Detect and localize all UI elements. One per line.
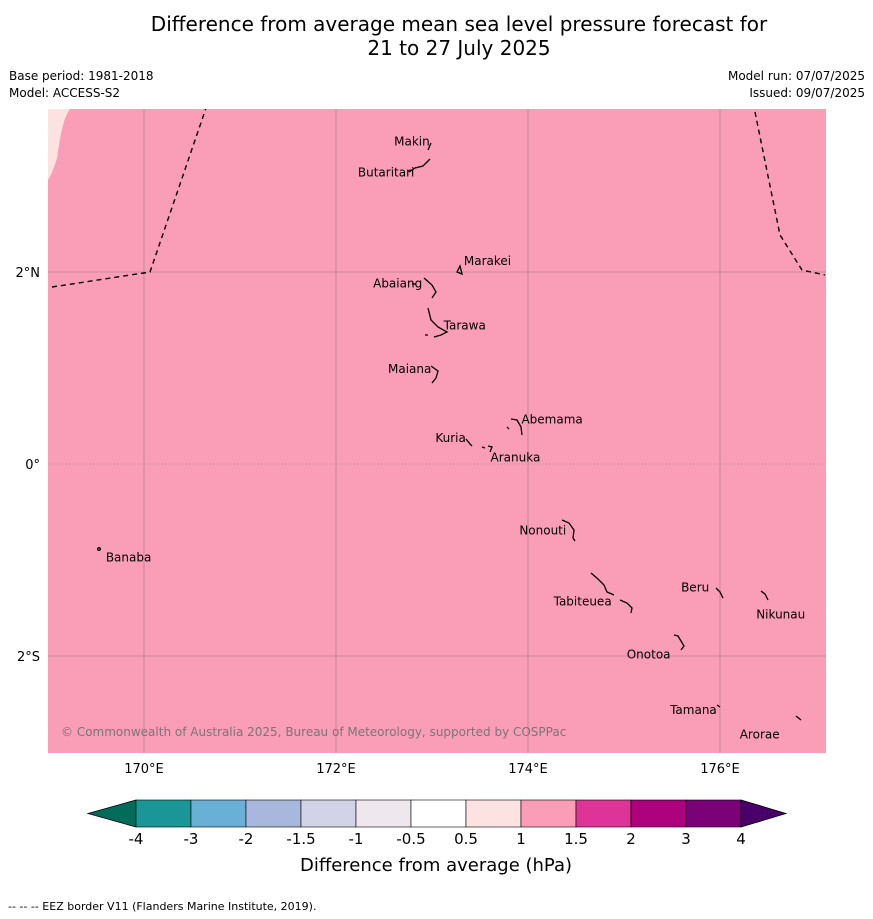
colorbar-swatch: [685, 799, 742, 828]
island-arorae: [795, 715, 802, 721]
graticule: [48, 109, 826, 753]
eez-border-west: [51, 109, 207, 288]
place-label-abemama: Abemama: [521, 413, 582, 427]
island-marakei: [456, 264, 463, 276]
axis-tick-labels: 170°E 172°E 174°E 176°E 2°N 0° 2°S: [16, 266, 740, 777]
island-butaritari: [408, 158, 431, 173]
title-line-2: 21 to 27 July 2025: [367, 36, 551, 60]
lon-tick-label: 176°E: [700, 762, 740, 777]
pressure-field-nw-corner: [48, 109, 70, 180]
place-label-nikunau: Nikunau: [756, 608, 805, 622]
colorbar-label: Difference from average (hPa): [300, 855, 572, 876]
meta-left: Base period: 1981-2018 Model: ACCESS-S2: [9, 68, 154, 102]
eez-footnote: -- -- -- EEZ border V11 (Flanders Marine…: [8, 900, 317, 913]
place-label-maiana: Maiana: [388, 362, 431, 376]
colorbar-tick-label: 0.5: [454, 830, 478, 848]
island-tamana: [716, 704, 721, 708]
place-label-butaritari: Butaritari: [358, 165, 415, 179]
place-labels: Makin Butaritari Marakei Abaiang Tarawa Maian…: [106, 134, 805, 741]
colorbar-tick-label: -1.5: [286, 830, 315, 848]
place-label-kuria: Kuria: [435, 431, 466, 445]
place-label-arorae: Arorae: [740, 727, 780, 741]
issued-date: Issued: 09/07/2025: [749, 86, 865, 100]
colorbar-swatch: [190, 799, 247, 828]
colorbar-tick-label: -0.5: [396, 830, 425, 848]
island-nikunau: [760, 590, 769, 601]
model-name: Model: ACCESS-S2: [9, 86, 121, 100]
island-tarawa: [425, 307, 449, 338]
lat-tick-label: 2°S: [17, 650, 40, 665]
island-maiana: [430, 365, 439, 384]
lat-tick-label: 0°: [25, 458, 40, 473]
colorbar-swatch: [135, 799, 192, 828]
place-label-tarawa: Tarawa: [443, 319, 486, 333]
place-label-banaba: Banaba: [106, 551, 152, 565]
colorbar-tick-label: -1: [349, 830, 364, 848]
eez-border-east: [754, 111, 826, 276]
colorbar-swatch: [355, 799, 412, 828]
colorbar-swatch: [520, 799, 577, 828]
place-label-tabiteuea: Tabiteuea: [553, 595, 612, 609]
colorbar-swatch: [410, 799, 467, 828]
island-outlines: [97, 142, 802, 721]
pressure-field: [48, 109, 826, 753]
lon-tick-label: 172°E: [316, 762, 356, 777]
island-onotoa: [673, 634, 685, 651]
base-period: Base period: 1981-2018: [9, 69, 154, 83]
colorbar-swatch: [245, 799, 302, 828]
island-banaba: [97, 547, 101, 551]
colorbar-tick-label: 4: [736, 830, 746, 848]
lon-tick-label: 170°E: [124, 762, 164, 777]
place-label-marakei: Marakei: [464, 254, 511, 268]
colorbar-tick-label: 1: [516, 830, 526, 848]
colorbar-swatch: [300, 799, 357, 828]
model-run: Model run: 07/07/2025: [727, 69, 865, 83]
island-abaiang: [412, 277, 437, 299]
colorbar-tick-label: 3: [681, 830, 691, 848]
colorbar-tick-label: -2: [239, 830, 254, 848]
place-label-aranuka: Aranuka: [491, 451, 541, 465]
place-label-abaiang: Abaiang: [373, 276, 422, 290]
colorbar-swatch: [465, 799, 522, 828]
place-label-tamana: Tamana: [669, 703, 717, 717]
colorbar-over-arrow: [740, 799, 788, 828]
colorbar-swatch: [630, 799, 687, 828]
title-line-1: Difference from average mean sea level p…: [150, 12, 768, 36]
map-frame: Makin Butaritari Marakei Abaiang Tarawa Maian…: [48, 109, 826, 753]
island-aranuka: [481, 445, 493, 453]
island-makin: [427, 142, 432, 151]
colorbar-swatch: [575, 799, 632, 828]
colorbar-tick-label: -4: [129, 830, 144, 848]
place-label-onotoa: Onotoa: [627, 648, 671, 662]
place-label-makin: Makin: [394, 134, 430, 148]
island-beru: [715, 587, 724, 599]
island-tabiteuea: [590, 572, 633, 614]
island-nonouti: [561, 519, 576, 542]
colorbar-tick-label: 1.5: [564, 830, 588, 848]
meta-right: Model run: 07/07/2025 Issued: 09/07/2025: [728, 68, 865, 102]
colorbar-tick-label: -3: [184, 830, 199, 848]
place-label-nonouti: Nonouti: [519, 523, 566, 537]
lat-tick-label: 2°N: [16, 266, 41, 281]
colorbar-under-arrow: [86, 799, 137, 828]
island-abemama: [506, 418, 523, 436]
lon-tick-label: 174°E: [508, 762, 548, 777]
map-title: Difference from average mean sea level p…: [0, 12, 873, 60]
colorbar: -4 -3 -2 -1.5 -1 -0.5 0.5 1 1.5 2 3 4 Difference fro…: [86, 799, 788, 876]
colorbar-tick-label: 2: [626, 830, 636, 848]
copyright-notice: © Commonwealth of Australia 2025, Bureau…: [61, 725, 566, 739]
island-kuria: [465, 438, 473, 447]
place-label-beru: Beru: [681, 581, 709, 595]
